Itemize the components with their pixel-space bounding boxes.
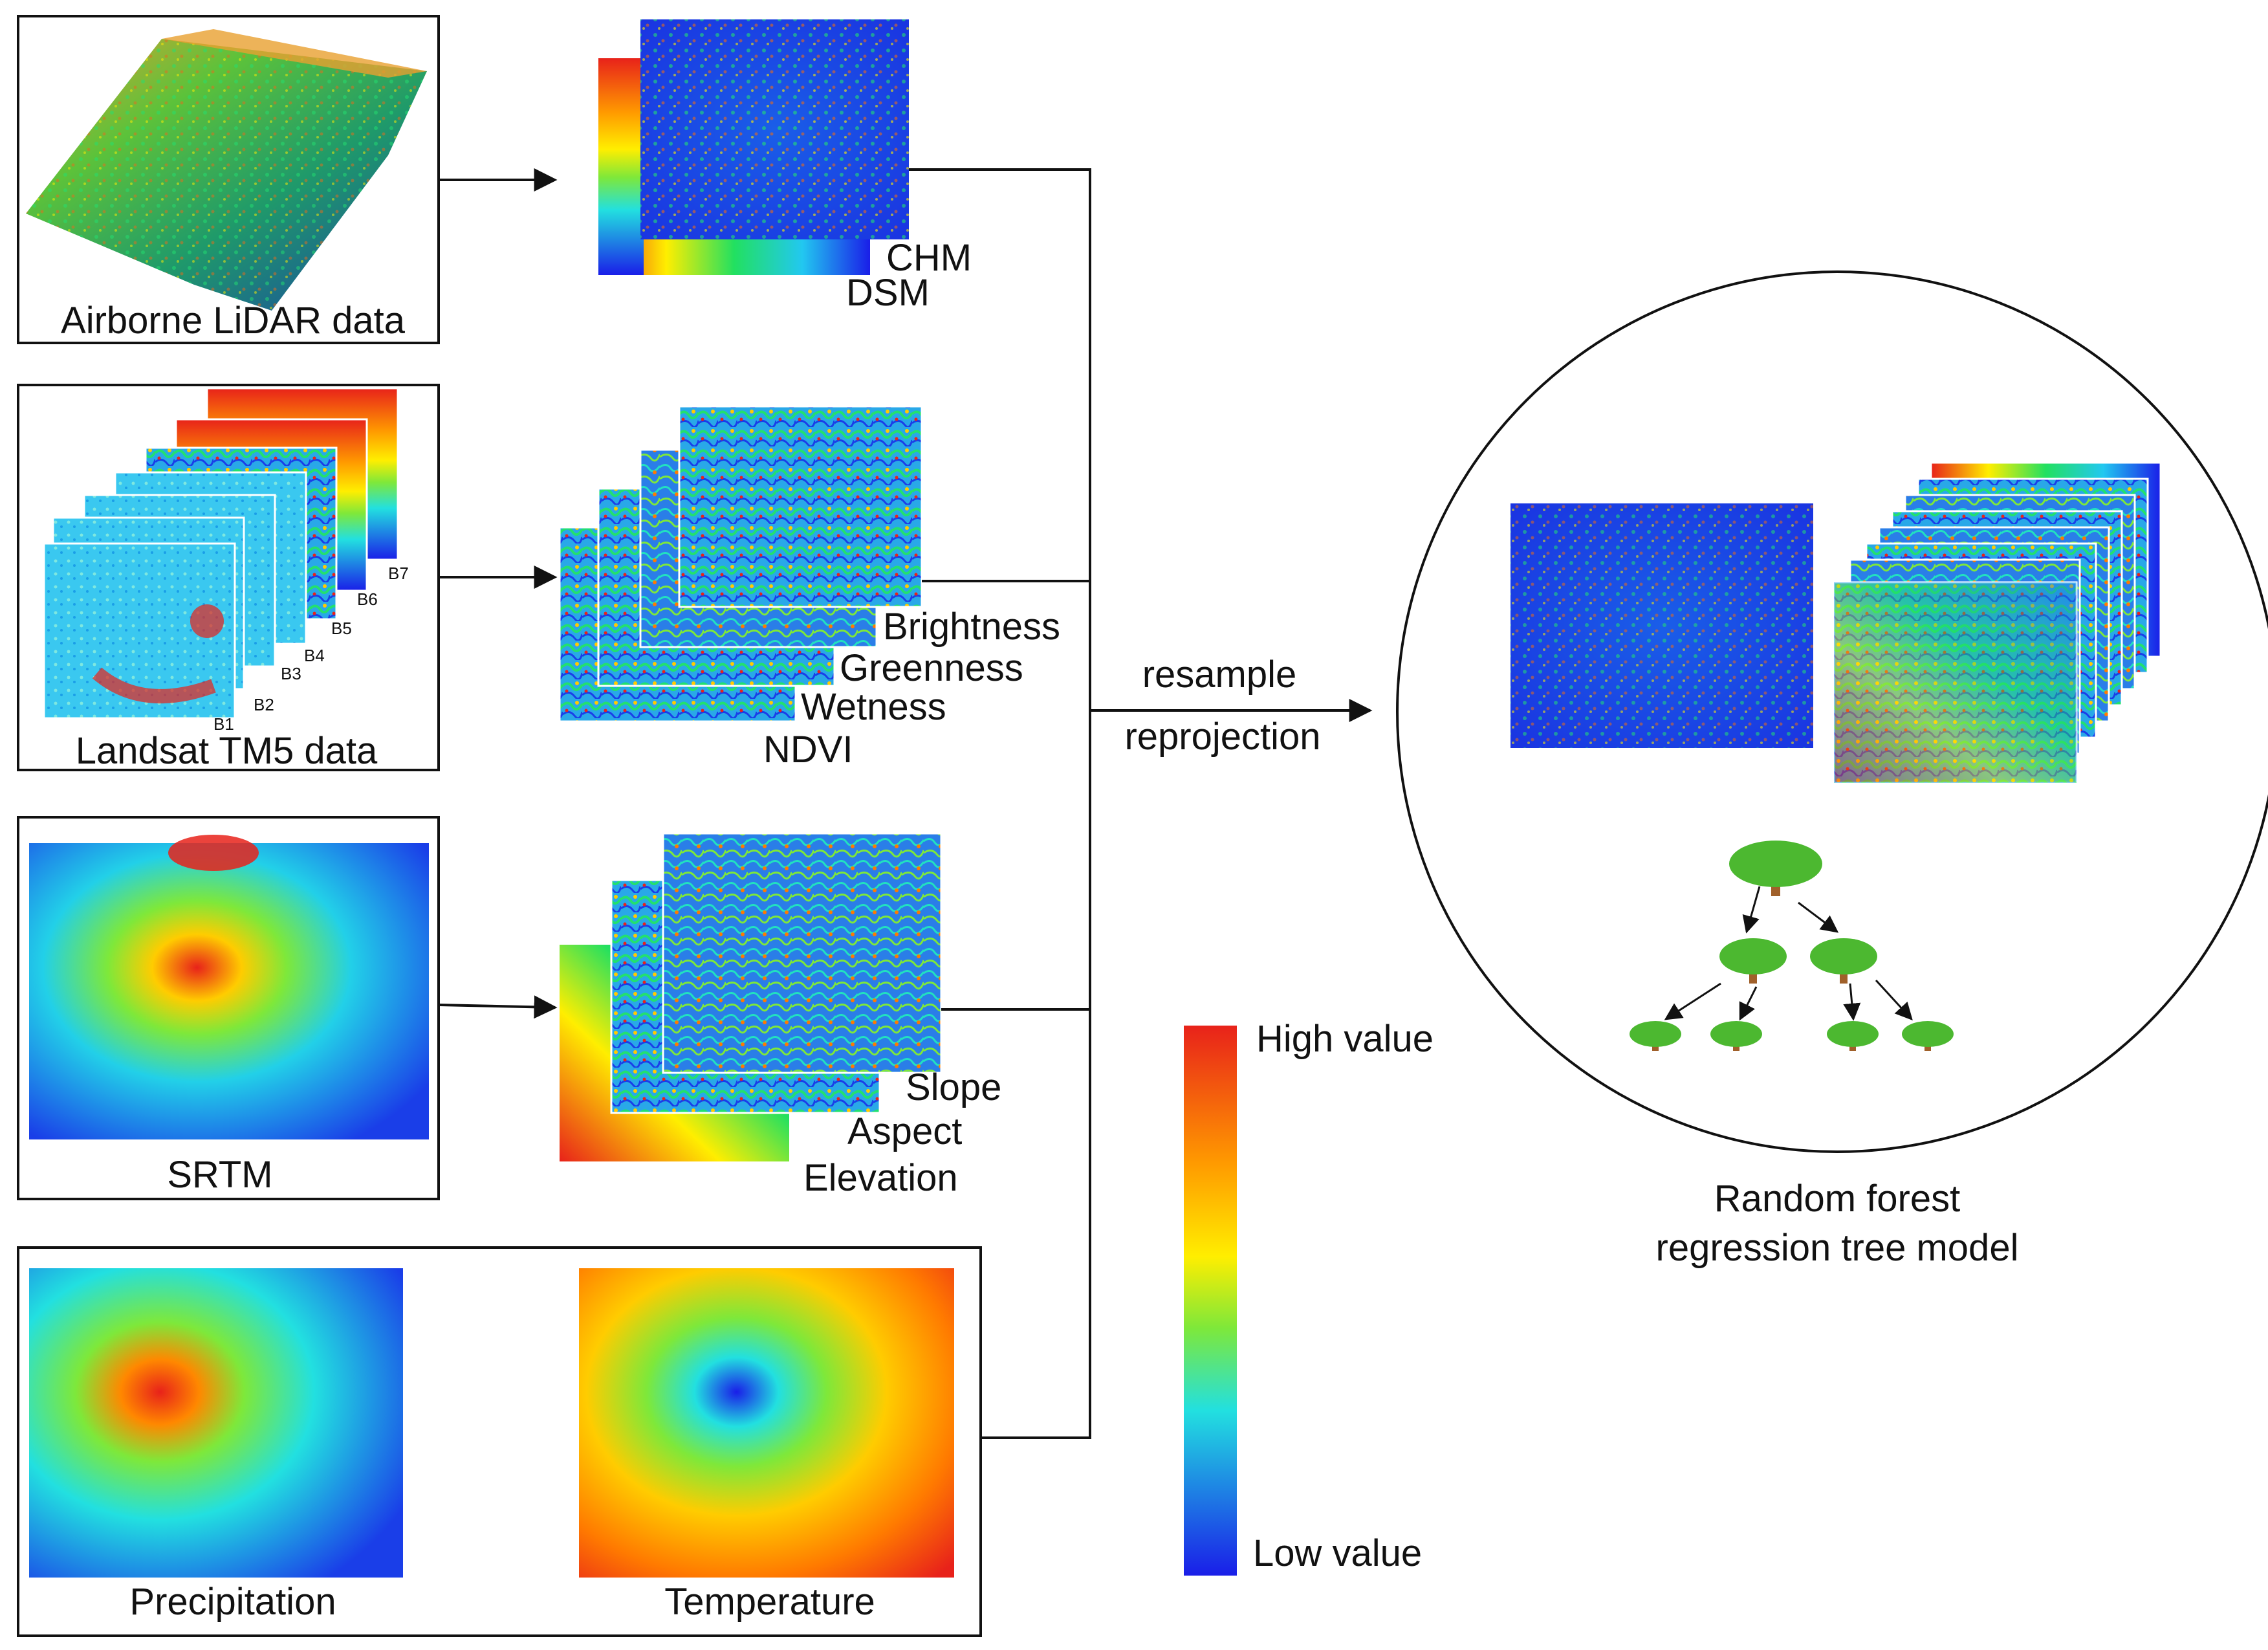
slope-label: Slope (906, 1066, 1001, 1108)
slope-map (662, 832, 943, 1074)
tree-leaves (1630, 1021, 1954, 1051)
legend-low-label: Low value (1253, 1532, 1422, 1574)
model-predictor-stack (1833, 461, 2162, 784)
lidar-point-cloud-image (26, 29, 427, 311)
srtm-panel: SRTM (17, 816, 440, 1200)
legend-high-label: High value (1256, 1018, 1434, 1060)
wetness-label: Wetness (801, 686, 946, 728)
ndvi-label: NDVI (763, 729, 853, 771)
greenness-label: Greenness (840, 647, 1023, 689)
band-label-b5: B5 (331, 619, 352, 638)
resample-label: resample (1142, 654, 1297, 696)
srtm-products: Slope Aspect Elevation (560, 832, 1001, 1199)
landsat-label: Landsat TM5 data (76, 730, 378, 772)
srtm-elevation-image (29, 843, 429, 1139)
model-title-line2: regression tree model (1656, 1227, 2019, 1269)
elevation-label: Elevation (803, 1157, 958, 1199)
temperature-label: Temperature (664, 1581, 875, 1623)
climate-panel: Precipitation Temperature (17, 1246, 982, 1637)
srtm-label: SRTM (167, 1154, 272, 1196)
band-label-b2: B2 (254, 695, 274, 714)
lidar-products: CHM DSM (598, 19, 972, 314)
landsat-band-stack (43, 387, 399, 720)
band-label-b4: B4 (304, 646, 325, 665)
band-label-b6: B6 (357, 589, 378, 609)
model-title-line1: Random forest (1714, 1178, 1960, 1220)
arrow-srtm (438, 995, 558, 1019)
precipitation-label: Precipitation (129, 1581, 336, 1623)
tree-root (1729, 841, 1822, 896)
brightness-label: Brightness (883, 606, 1060, 648)
reprojection-label: reprojection (1124, 716, 1320, 758)
dsm-label: DSM (846, 272, 930, 314)
precipitation-image (29, 1268, 403, 1578)
lidar-panel: Airborne LiDAR data (17, 15, 440, 344)
color-legend: High value Low value (1184, 1018, 1434, 1576)
tree-node-right (1810, 938, 1877, 984)
legend-colorbar (1184, 1026, 1237, 1576)
model-panel: Random forest regression tree model (1396, 270, 2268, 1269)
band-label-b7: B7 (388, 564, 409, 583)
lidar-label: Airborne LiDAR data (61, 300, 406, 342)
temperature-image (579, 1268, 954, 1578)
srtm-peak (168, 835, 259, 871)
chm-label: CHM (886, 237, 972, 279)
connector-lines (909, 168, 1091, 1439)
landsat-panel: B7 B6 B5 B4 B3 B2 B1 Landsat TM5 data (17, 384, 440, 772)
brightness-map (678, 405, 923, 608)
band-label-b1: B1 (213, 714, 234, 734)
aspect-label: Aspect (847, 1110, 962, 1152)
band-label-b3: B3 (281, 664, 301, 683)
tree-node-left (1719, 938, 1787, 984)
decision-tree-icon (1630, 841, 1954, 1051)
landsat-products: Brightness Greenness Wetness NDVI (558, 405, 1060, 771)
